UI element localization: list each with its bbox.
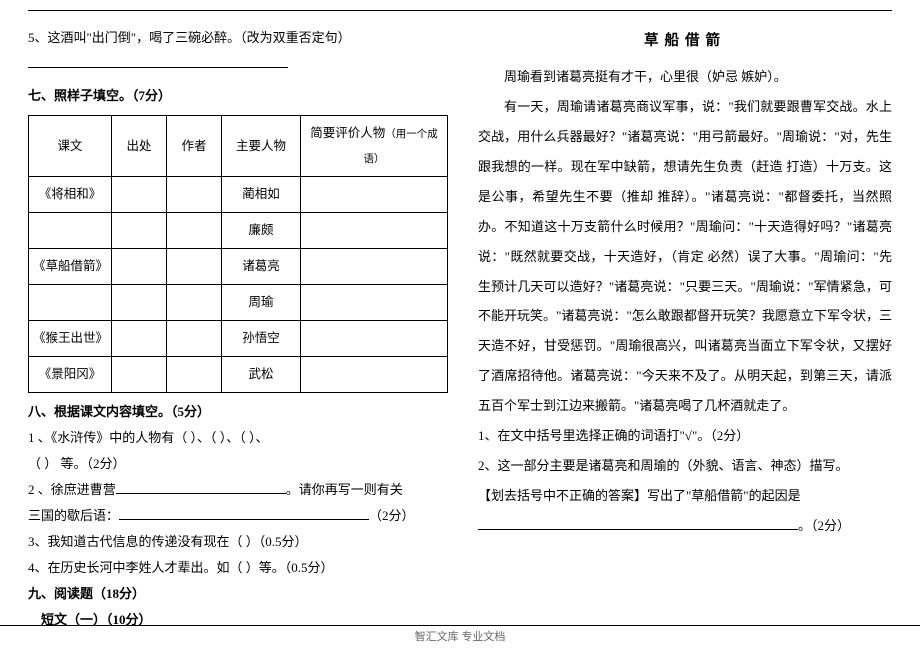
heading-9: 九、阅读题（18分） (28, 581, 448, 607)
page-footer: 智汇文库 专业文档 (0, 619, 920, 644)
passage-q2c: 。（2分） (798, 518, 850, 533)
table-row: 《景阳冈》武松 (29, 357, 448, 393)
q8-2a: 2 、徐庶进曹营 (28, 482, 116, 497)
th-author: 作者 (167, 116, 222, 177)
q8-3: 3、我知道古代信息的传递没有现在（ ）（0.5分） (28, 529, 448, 555)
heading-7: 七、照样子填空。（7分） (28, 83, 448, 109)
passage-q1: 1、在文中括号里选择正确的词语打"√"。（2分） (478, 421, 892, 451)
th-source: 出处 (112, 116, 167, 177)
answer-blank-q5[interactable] (28, 54, 288, 68)
th-lesson: 课文 (29, 116, 112, 177)
answer-blank-q2[interactable] (478, 516, 798, 530)
q8-1b: （ ） 等。（2分） (28, 451, 448, 477)
q8-2b: 。请你再写一则有关 (286, 482, 403, 497)
table-row: 廉颇 (29, 213, 448, 249)
question-5: 5、这酒叫"出门倒"，喝了三碗必醉。（改为双重否定句） (28, 25, 448, 51)
passage-title: 草船借箭 (478, 25, 892, 58)
exercise-table: 课文 出处 作者 主要人物 简要评价人物（用一个成语） 《将相和》蔺相如 廉颇 … (28, 115, 448, 393)
table-row: 周瑜 (29, 285, 448, 321)
q8-1a: 1 、《水浒传》中的人物有（ ）、（ ）、（ ）、 (28, 425, 448, 451)
table-row: 《猴王出世》孙悟空 (29, 321, 448, 357)
th-comment: 简要评价人物（用一个成语） (301, 116, 448, 177)
passage-p2: 有一天，周瑜请诸葛亮商议军事，说："我们就要跟曹军交战。水上交战，用什么兵器最好… (478, 92, 892, 421)
q8-2c: 三国的歇后语： (28, 508, 119, 523)
heading-8: 八、根据课文内容填空。（5分） (28, 399, 448, 425)
th-character: 主要人物 (222, 116, 301, 177)
table-row: 《将相和》蔺相如 (29, 177, 448, 213)
q8-2d: （2分） (369, 508, 415, 523)
answer-blank-q8-2c[interactable] (119, 506, 369, 520)
passage-q2a: 2、这一部分主要是诸葛亮和周瑜的（外貌、语言、神态）描写。 (478, 451, 892, 481)
passage-p1: 周瑜看到诸葛亮挺有才干，心里很（妒忌 嫉妒）。 (478, 62, 892, 92)
answer-blank-q8-2a[interactable] (116, 480, 286, 494)
passage-q2b: 【划去括号中不正确的答案】写出了"草船借箭"的起因是 (478, 488, 801, 503)
q8-4: 4、在历史长河中李姓人才辈出。如（ ）等。（0.5分） (28, 555, 448, 581)
table-row: 《草船借箭》诸葛亮 (29, 249, 448, 285)
